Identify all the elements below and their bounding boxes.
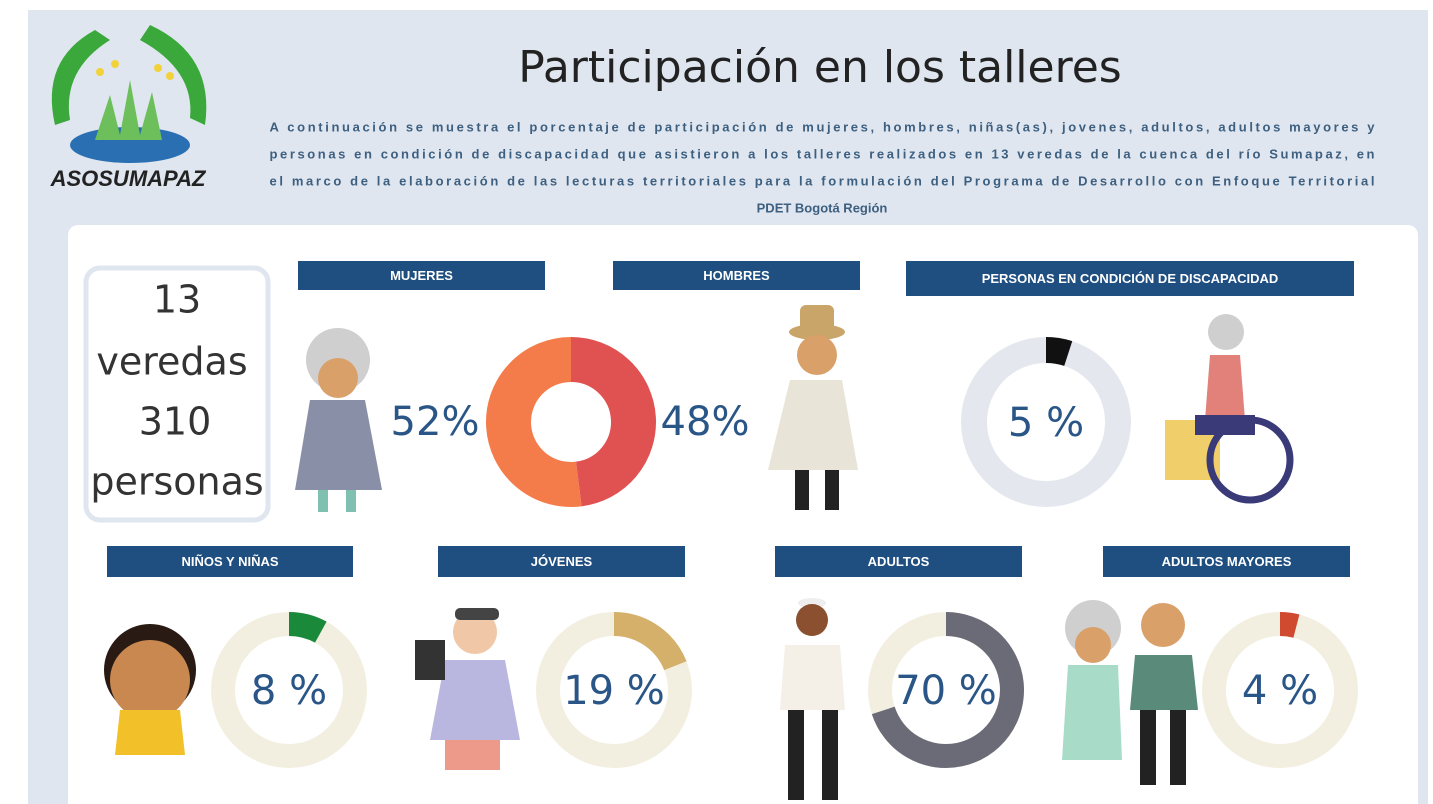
percent-label: 4 %	[1242, 668, 1318, 714]
percent-label: 8 %	[251, 668, 327, 714]
logo-text: ASOSUMAPAZ	[50, 166, 207, 191]
description-line: A continuación se muestra el porcentaje …	[270, 119, 1376, 134]
logo: ASOSUMAPAZ	[50, 25, 207, 191]
panel-header	[613, 261, 860, 290]
woman-figure	[295, 328, 382, 512]
donut-segment	[288, 612, 327, 643]
child-figure	[104, 624, 196, 755]
panel-header-label: ADULTOS	[868, 554, 930, 569]
percent-label: 52%	[391, 399, 480, 445]
panel-header-label: HOMBRES	[703, 268, 770, 283]
percent-label: 70 %	[895, 668, 997, 714]
summary-box	[83, 265, 271, 523]
donut-segment	[1045, 337, 1073, 367]
panel-header-label: PERSONAS EN CONDICIÓN DE DISCAPACIDAD	[982, 271, 1279, 286]
percent-label: 48%	[661, 399, 750, 445]
description-line: PDET Bogotá Región	[757, 200, 888, 215]
panel-header-label: ADULTOS MAYORES	[1162, 554, 1292, 569]
panel-header	[1103, 546, 1350, 577]
panel-header	[906, 261, 1354, 296]
youth-figure	[415, 608, 520, 770]
panel-header-label: JÓVENES	[531, 554, 593, 569]
veredas-count: 13	[153, 278, 201, 322]
title: Participación en los talleres	[518, 42, 1121, 93]
panel-header-label: NIÑOS Y NIÑAS	[181, 554, 278, 569]
man-figure	[768, 305, 858, 510]
donut-segment	[871, 612, 1024, 768]
percent-label: 5 %	[1008, 400, 1084, 446]
donut-segment	[486, 337, 582, 507]
personas-count: 310	[139, 400, 212, 444]
elders-figure	[1062, 600, 1198, 785]
veredas-label: veredas	[96, 340, 247, 384]
panel-header	[438, 546, 685, 577]
adult-figure	[780, 598, 845, 800]
personas-label: personas	[90, 460, 263, 504]
description-line: el marco de la elaboración de las lectur…	[269, 173, 1374, 188]
panel-header	[107, 546, 353, 577]
panel-header-label: MUJERES	[390, 268, 453, 283]
description-line: personas en condición de discapacidad qu…	[269, 146, 1374, 161]
panel-header	[775, 546, 1022, 577]
donut-segment	[569, 337, 656, 507]
donut-segment	[1279, 612, 1300, 638]
donut-segment	[613, 612, 687, 671]
wheelchair-figure	[1165, 314, 1294, 504]
panel-header	[298, 261, 545, 290]
percent-label: 19 %	[563, 668, 665, 714]
